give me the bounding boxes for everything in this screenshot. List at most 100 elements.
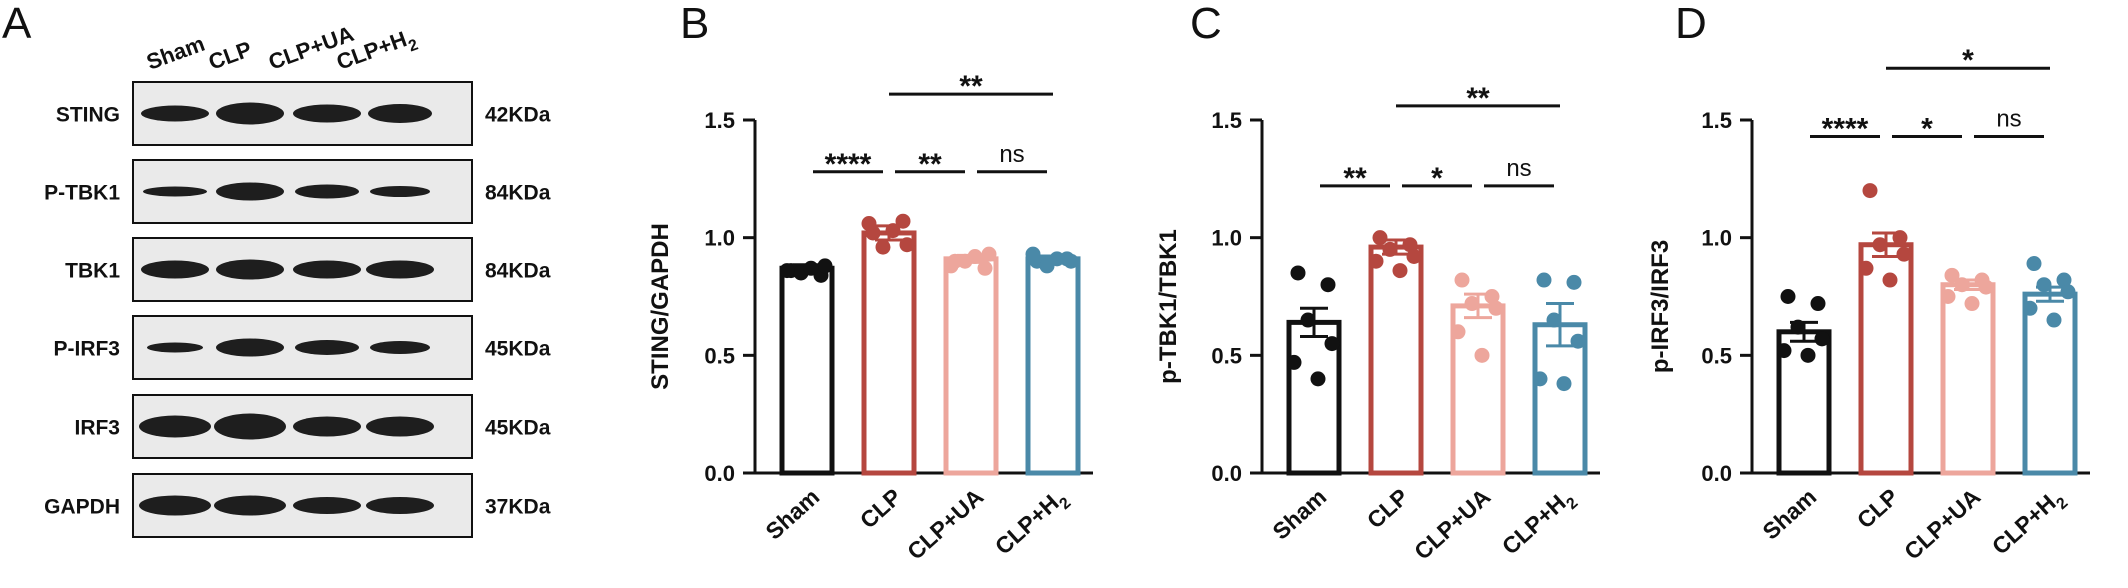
data-point: [1800, 347, 1816, 363]
y-tick-label: 0.5: [704, 343, 735, 368]
data-point: [1978, 279, 1994, 295]
data-point: [1320, 277, 1336, 293]
data-point: [1556, 376, 1572, 392]
y-tick-label: 1.0: [704, 226, 735, 251]
y-tick-label: 1.5: [1701, 108, 1732, 133]
data-point: [1372, 230, 1388, 246]
y-axis-label: p-IRF3/IRF3: [1647, 240, 1674, 373]
blot-band: [293, 416, 361, 437]
blot-rows: STING 42KDa P-TBK1 84KDa TBK1 84KDa P-IRF3 45KD…: [44, 81, 551, 538]
molecular-weight-label: 42KDa: [485, 104, 551, 127]
molecular-weight-label: 45KDa: [485, 338, 551, 361]
significance-label: *: [1431, 162, 1443, 195]
panel-b-letter: B: [680, 0, 709, 48]
y-tick-label: 0.0: [1701, 461, 1732, 486]
y-tick-label: 1.0: [1211, 226, 1242, 251]
category-label: CLP+H2: [1987, 483, 2072, 564]
panel-c-letter: C: [1190, 0, 1222, 48]
blot-band: [368, 104, 432, 123]
data-point: [1940, 289, 1956, 304]
blot-band: [216, 182, 284, 201]
significance-label: **: [918, 148, 942, 181]
category-label: Sham: [1757, 483, 1821, 544]
blot-band: [216, 338, 284, 357]
category-label: CLP+UA: [1899, 483, 1985, 564]
blot-band: [139, 495, 211, 516]
blot-row: GAPDH 37KDa: [44, 473, 551, 538]
data-point: [1049, 251, 1065, 267]
y-tick-label: 1.0: [1701, 226, 1732, 251]
data-point: [1872, 237, 1888, 253]
y-axis-label: p-TBK1/TBK1: [1155, 229, 1182, 384]
blot-band: [293, 497, 361, 514]
data-point: [779, 263, 795, 279]
category-label: Sham: [1267, 483, 1331, 544]
data-point: [2046, 312, 2062, 328]
category-label: CLP: [855, 483, 907, 533]
data-point: [2060, 284, 2076, 300]
data-point: [803, 260, 819, 276]
significance-label: ****: [825, 148, 872, 181]
data-point: [967, 248, 983, 264]
blot-protein-label: IRF3: [74, 417, 120, 440]
data-point: [1300, 312, 1316, 328]
data-point: [1392, 263, 1408, 279]
data-point: [1954, 277, 1970, 293]
data-point: [1532, 371, 1548, 387]
data-point: [2026, 256, 2042, 272]
significance-label: **: [959, 70, 983, 103]
significance-label: ns: [999, 141, 1024, 168]
data-point: [875, 239, 891, 255]
data-point: [1810, 296, 1826, 312]
data-point: [1025, 246, 1041, 262]
bar: [779, 265, 835, 476]
blot-band: [293, 260, 361, 279]
data-point: [2022, 300, 2038, 316]
blot-protein-label: P-IRF3: [53, 338, 120, 361]
blot-protein-label: STING: [56, 104, 120, 127]
data-point: [1368, 253, 1384, 269]
blot-band: [139, 415, 211, 438]
blot-band: [141, 105, 209, 122]
bar: [861, 230, 917, 476]
blot-band: [295, 340, 359, 355]
data-point: [2036, 277, 2052, 293]
data-point: [1484, 289, 1500, 304]
blot-band: [147, 342, 203, 353]
blot-band: [366, 497, 434, 514]
significance-label: ns: [1996, 105, 2021, 132]
data-point: [1310, 371, 1326, 387]
data-point: [1450, 324, 1466, 340]
blot-band: [370, 341, 430, 354]
category-label: CLP+UA: [902, 483, 988, 564]
significance-label: ns: [1506, 155, 1531, 182]
data-point: [977, 260, 993, 276]
data-point: [1454, 272, 1470, 288]
data-point: [885, 223, 901, 239]
data-point: [817, 258, 833, 274]
blot-band: [366, 260, 434, 279]
bar: [943, 256, 999, 476]
blot-row: STING 42KDa: [56, 81, 551, 146]
data-point: [1790, 319, 1806, 335]
blot-band: [293, 104, 361, 123]
blot-band: [366, 416, 434, 437]
blot-protein-label: P-TBK1: [44, 182, 120, 205]
data-point: [943, 258, 959, 274]
lane-label: CLP: [205, 36, 255, 75]
bar: [1940, 282, 1996, 476]
data-point: [1896, 246, 1912, 262]
data-point: [899, 237, 915, 253]
data-point: [1488, 300, 1504, 316]
data-point: [1570, 333, 1586, 349]
y-tick-label: 0.0: [1211, 461, 1242, 486]
data-point: [1286, 354, 1302, 370]
lane-label: Sham: [143, 31, 208, 75]
data-point: [1566, 274, 1582, 290]
data-point: [1324, 336, 1340, 352]
y-tick-label: 0.5: [1211, 343, 1242, 368]
